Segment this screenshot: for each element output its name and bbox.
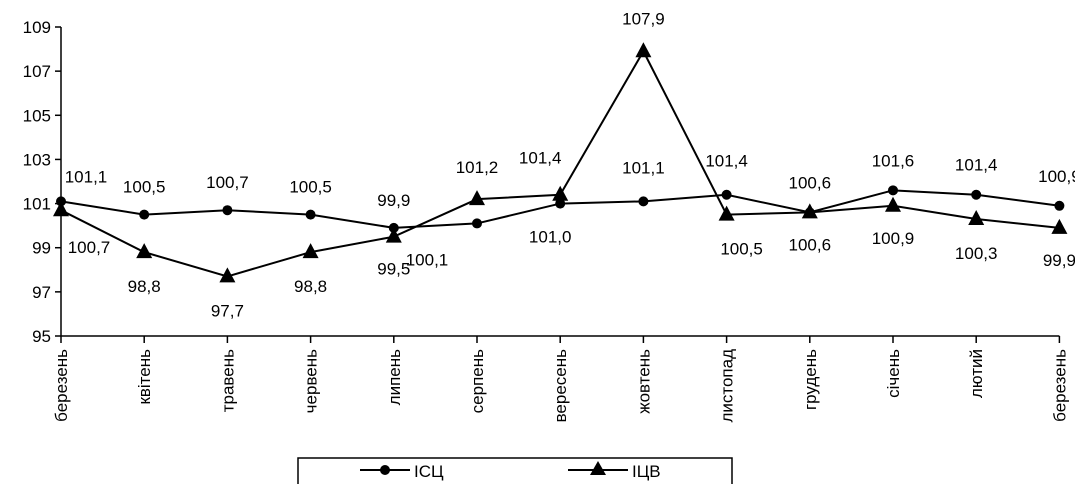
data-label-isc: 101,0 [529, 228, 572, 247]
legend-label-icv: ІЦВ [632, 462, 661, 481]
data-point-triangle [469, 190, 485, 206]
data-label-icv: 100,3 [955, 244, 998, 263]
data-label-isc: 99,9 [377, 191, 410, 210]
data-label-isc: 100,5 [289, 178, 332, 197]
data-point-triangle [219, 267, 236, 283]
y-tick-label: 95 [32, 327, 51, 346]
x-tick-label: липень [385, 349, 404, 405]
data-label-isc: 101,1 [65, 167, 108, 186]
data-point-circle [472, 218, 482, 229]
y-tick-label: 105 [23, 106, 51, 125]
data-point-triangle [53, 201, 69, 217]
y-tick-label: 109 [23, 18, 51, 37]
data-point-circle [555, 198, 566, 209]
data-point-circle [721, 189, 732, 200]
data-point-triangle [302, 243, 319, 259]
data-label-isc: 101,6 [872, 151, 915, 170]
data-label-isc: 100,9 [1038, 167, 1075, 186]
data-point-triangle [635, 42, 652, 58]
data-point-triangle [552, 185, 569, 201]
legend-label-isc: ІСЦ [414, 462, 444, 481]
legend-marker-icv [590, 461, 606, 475]
data-label-isc: 100,6 [789, 173, 832, 192]
data-label-isc: 101,4 [705, 152, 748, 171]
data-label-icv: 101,2 [456, 158, 499, 177]
y-tick-label: 107 [23, 62, 51, 81]
data-point-circle [139, 209, 150, 220]
legend-marker-isc [380, 465, 390, 475]
x-axis-ticks: березень квітень травень червень липень серпе… [52, 336, 1069, 423]
data-label-icv: 100,6 [789, 235, 832, 254]
x-tick-label: березень [52, 349, 71, 422]
data-label-icv: 107,9 [622, 9, 665, 28]
x-tick-label: листопад [718, 349, 737, 423]
data-label-icv: 98,8 [294, 277, 327, 296]
x-tick-label: лютий [967, 349, 986, 398]
chart-legend: ІСЦ ІЦВ [297, 457, 733, 484]
data-label-icv: 99,9 [1043, 251, 1075, 270]
y-axis-ticks: 95 97 99 101 103 105 107 109 [23, 18, 61, 346]
data-point-triangle [385, 227, 402, 243]
data-point-circle [971, 189, 982, 200]
x-tick-label: травень [218, 349, 237, 412]
data-label-isc: 101,4 [955, 156, 998, 175]
x-tick-label: жовтень [634, 349, 653, 414]
data-point-triangle [718, 205, 735, 221]
x-tick-label: квітень [135, 349, 154, 405]
x-tick-label: січень [884, 349, 903, 398]
data-label-icv: 100,7 [68, 238, 111, 257]
data-point-triangle [1051, 218, 1068, 234]
y-tick-label: 103 [23, 150, 51, 169]
data-label-isc: 101,1 [622, 158, 665, 177]
data-point-triangle [136, 243, 153, 259]
y-tick-label: 99 [32, 239, 51, 258]
series-markers [53, 42, 1068, 283]
data-label-icv: 100,9 [872, 229, 915, 248]
x-tick-label: серпень [468, 349, 487, 413]
data-label-icv: 98,8 [128, 277, 161, 296]
data-label-isc: 100,1 [406, 250, 449, 269]
data-point-circle [305, 209, 316, 220]
data-point-triangle [801, 203, 818, 219]
y-tick-label: 97 [32, 283, 51, 302]
x-tick-label: березень [1050, 349, 1069, 422]
x-tick-label: вересень [551, 349, 570, 423]
data-label-icv: 100,5 [720, 240, 763, 259]
y-tick-label: 101 [23, 195, 51, 214]
data-labels: 101,1 100,5 100,7 100,5 99,9 100,1 101,0 101,1 1… [65, 9, 1075, 320]
data-point-triangle [885, 196, 901, 212]
data-label-icv: 101,4 [519, 149, 562, 168]
data-point-triangle [968, 210, 985, 226]
data-point-circle [1054, 200, 1065, 211]
data-point-circle [222, 205, 233, 216]
data-label-icv: 99,5 [377, 260, 410, 279]
data-label-icv: 97,7 [211, 301, 244, 320]
data-point-circle [638, 196, 649, 207]
data-point-circle [888, 185, 898, 196]
data-label-isc: 100,5 [123, 178, 166, 197]
x-tick-label: грудень [801, 349, 820, 410]
x-tick-label: червень [302, 349, 321, 413]
data-label-isc: 100,7 [206, 173, 249, 192]
